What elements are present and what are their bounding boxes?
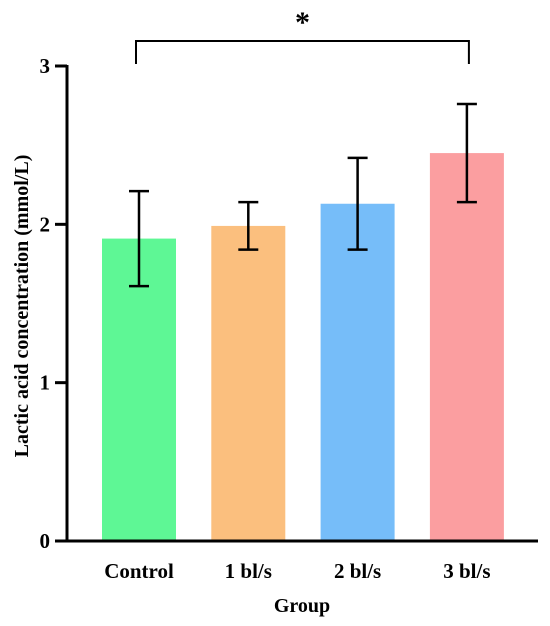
x-tick-label: 2 bl/s [334,559,381,583]
bar-2-bl-s [320,203,395,541]
bar-control [102,238,176,542]
x-tick-label: Control [104,559,174,583]
bar-3-bl-s [429,153,504,542]
y-ticks: 0 1 2 3 [40,54,67,553]
bar-1-bl-s [211,225,286,541]
y-tick-label: 3 [40,54,51,78]
x-tick-labels: Control 1 bl/s 2 bl/s 3 bl/s [104,559,490,583]
x-axis-title: Group [274,595,330,617]
axes [65,65,538,543]
y-tick-label: 0 [40,529,51,553]
significance-star: * [295,6,310,39]
error-bar [129,189,149,288]
error-bar [347,156,368,251]
x-tick-label: 3 bl/s [443,559,490,583]
error-bar [456,102,477,204]
y-tick-label: 2 [40,212,51,236]
x-tick-label: 1 bl/s [225,559,272,583]
error-bar [238,200,259,251]
y-tick-label: 1 [40,371,51,395]
y-axis-title: Lactic acid concentration (mmol/L) [11,155,33,458]
significance-bracket-line [135,40,470,64]
error-bars [129,102,477,288]
significance-bracket: * [135,6,470,64]
bars [102,153,504,542]
